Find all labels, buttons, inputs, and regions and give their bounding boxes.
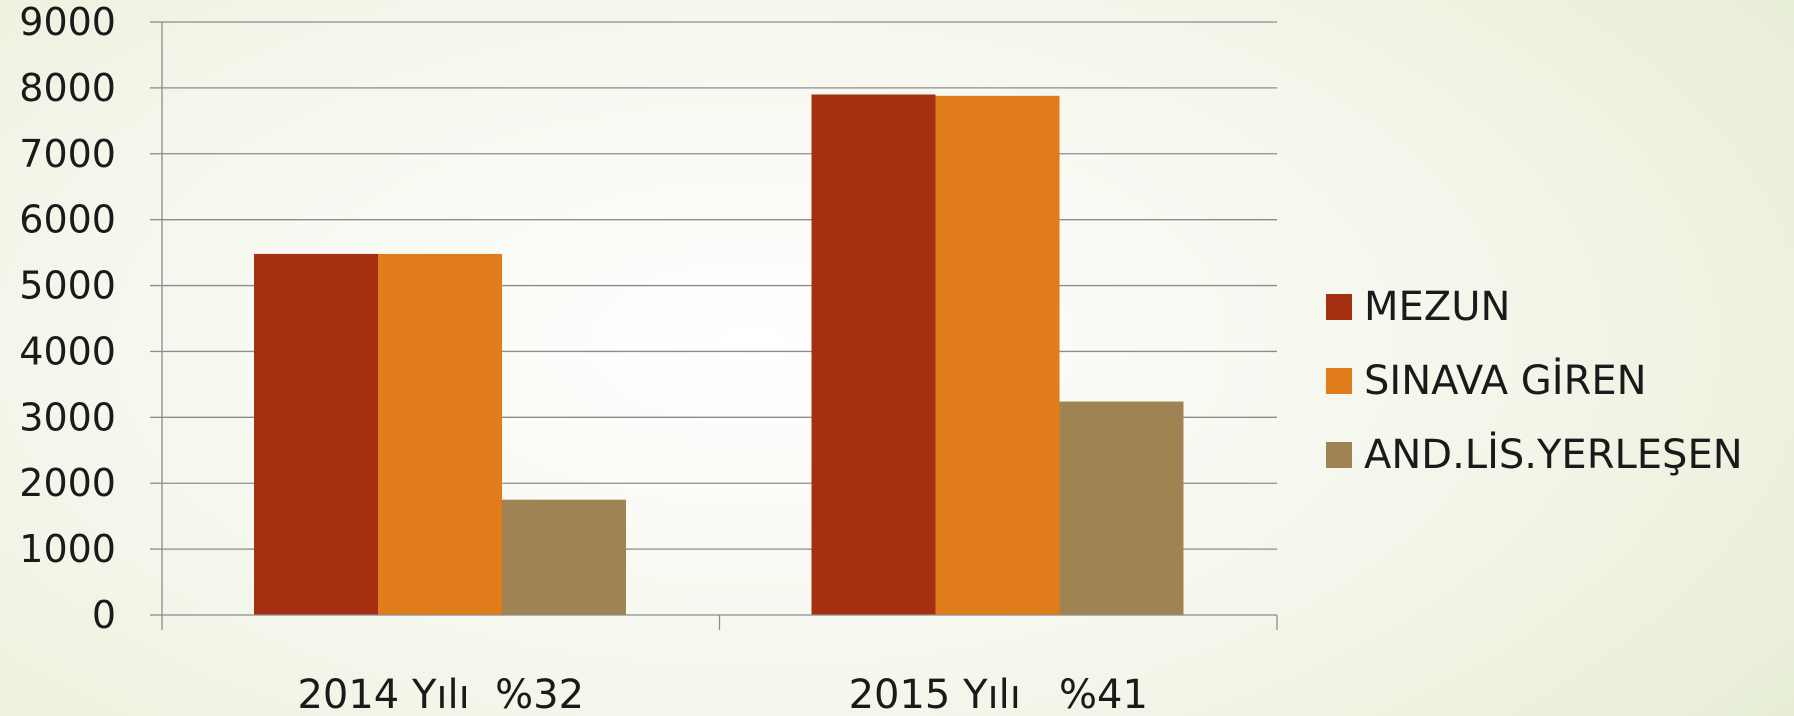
bar-and-li-s-yerle-en-1 bbox=[1059, 401, 1184, 615]
legend-item: SINAVA GİREN bbox=[1326, 344, 1786, 418]
y-axis-tick-labels: 0 1000 2000 3000 4000 5000 6000 7000 8000 9000 bbox=[19, 0, 116, 637]
bar-sinava-gi-ren-0 bbox=[378, 253, 502, 615]
y-axis-tick-label: 8000 bbox=[19, 66, 116, 110]
legend-item: MEZUN bbox=[1326, 270, 1786, 344]
y-axis-tick-label: 4000 bbox=[19, 329, 116, 373]
legend-item: AND.LİS.YERLEŞEN bbox=[1326, 418, 1786, 492]
y-axis-tick-label: 9000 bbox=[19, 0, 116, 44]
y-axis-tick-label: 1000 bbox=[19, 527, 116, 571]
x-axis-category-label: 2015 Yılı %41 bbox=[849, 672, 1148, 716]
x-axis-category-labels: 2014 Yılı %32 2015 Yılı %41 bbox=[297, 672, 1147, 716]
bar-and-li-s-yerle-en-0 bbox=[502, 499, 626, 615]
y-axis-tick-label: 3000 bbox=[19, 395, 116, 439]
x-axis-category-label: 2014 Yılı %32 bbox=[297, 672, 584, 716]
legend-swatch bbox=[1326, 294, 1352, 320]
legend-label: MEZUN bbox=[1364, 284, 1511, 330]
bar-mezun-1 bbox=[811, 94, 936, 615]
legend: MEZUN SINAVA GİREN AND.LİS.YERLEŞEN bbox=[1326, 270, 1786, 492]
axes bbox=[161, 22, 1278, 630]
bars bbox=[254, 94, 1184, 616]
bar-sinava-gi-ren-1 bbox=[935, 95, 1060, 616]
y-axis-tick-label: 6000 bbox=[19, 198, 116, 242]
bar-mezun-0 bbox=[254, 253, 378, 615]
legend-swatch bbox=[1326, 368, 1352, 394]
y-axis-tick-label: 5000 bbox=[19, 264, 116, 308]
y-axis-tick-label: 2000 bbox=[19, 461, 116, 505]
legend-swatch bbox=[1326, 442, 1352, 468]
y-axis-tick-label: 7000 bbox=[19, 132, 116, 176]
legend-label: AND.LİS.YERLEŞEN bbox=[1364, 432, 1743, 478]
legend-label: SINAVA GİREN bbox=[1364, 358, 1647, 404]
y-axis-tick-label: 0 bbox=[92, 593, 116, 637]
